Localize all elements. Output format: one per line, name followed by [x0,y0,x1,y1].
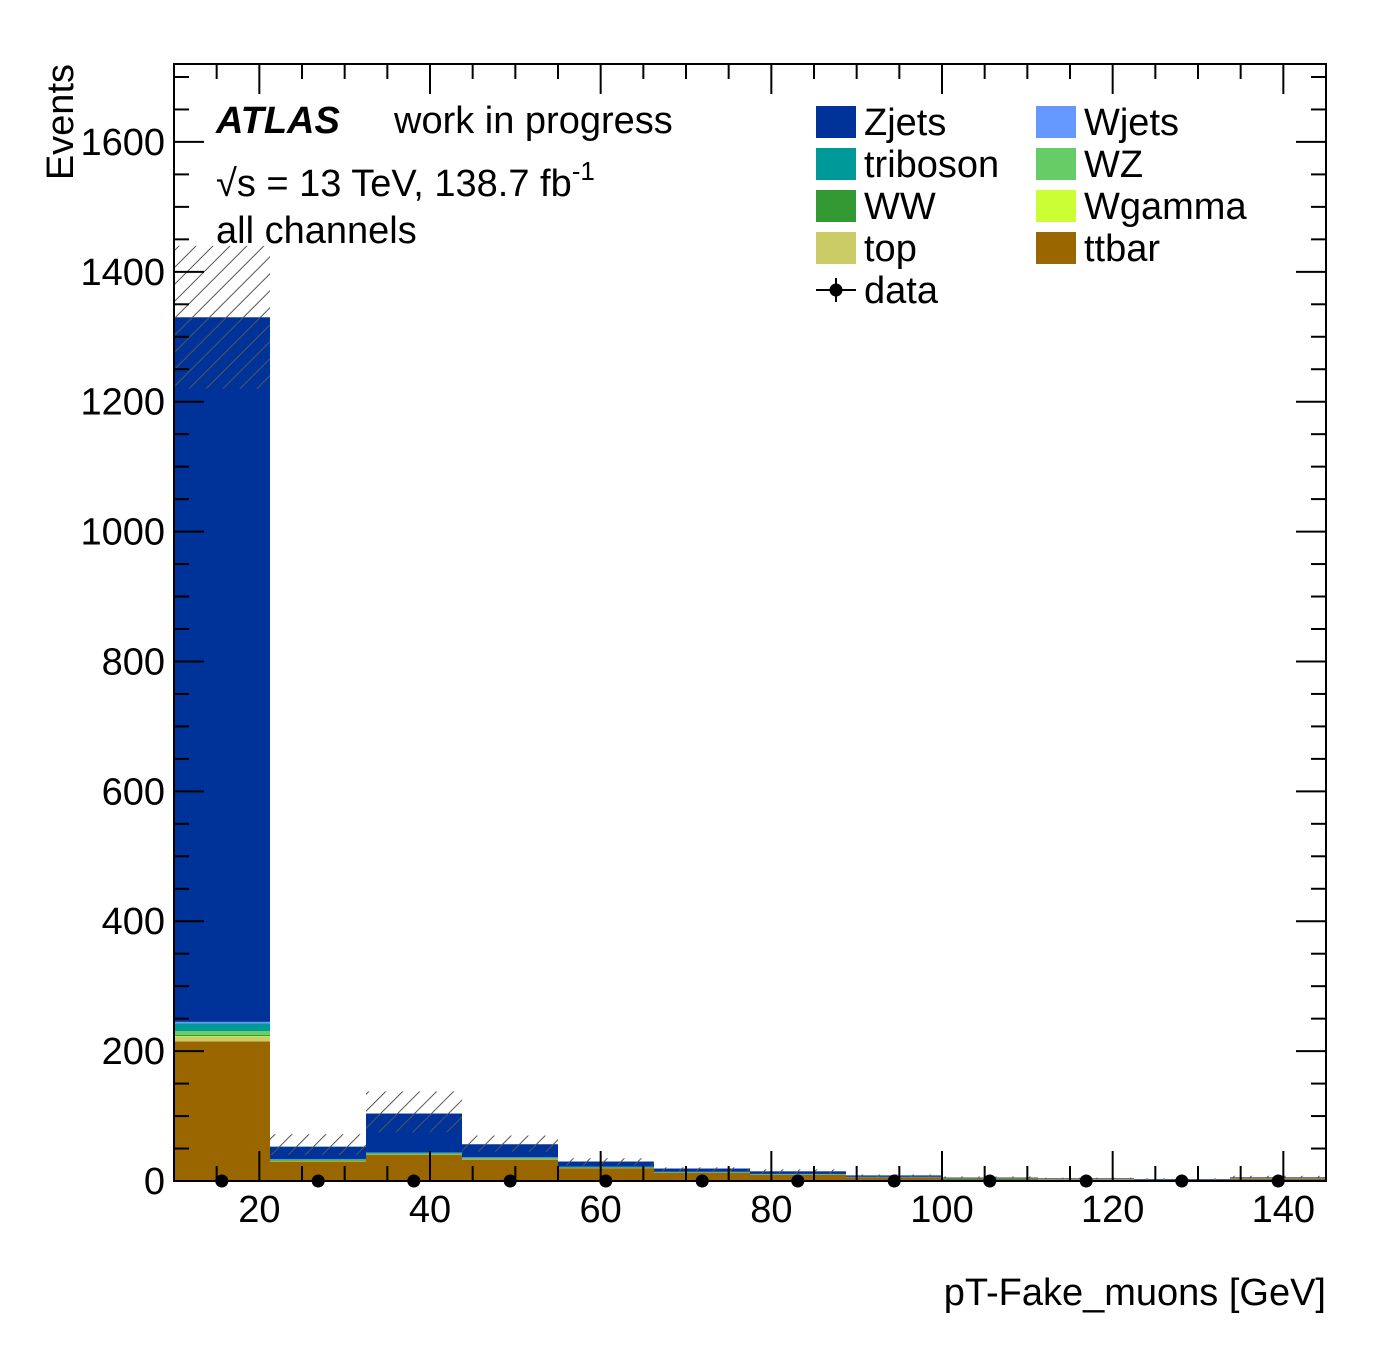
bar-ttbar-bin-1 [270,1161,366,1181]
y-tick-label: 200 [102,1031,165,1073]
legend-swatch [1036,190,1076,222]
bar-wjets-bin-2 [366,1152,462,1153]
legend-label: top [864,228,917,270]
legend-item-triboson: triboson [816,144,999,186]
x-tick-label: 140 [1252,1189,1315,1231]
y-axis-label: Events [40,64,82,180]
bar-ww-bin-0 [174,1034,270,1037]
bar-wjets-bin-5 [654,1171,750,1173]
bar-ww-bin-3 [462,1158,558,1160]
atlas-label: ATLAS [215,100,340,142]
legend-swatch [816,106,856,138]
y-tick-label: 1400 [80,252,165,294]
legend-item-ttbar: ttbar [1036,228,1160,270]
y-tick-label: 1600 [80,122,165,164]
y-tick-label: 0 [144,1161,165,1203]
legend-item-top: top [816,228,917,270]
status-label: work in progress [393,100,673,142]
bar-ttbar-bin-3 [462,1159,558,1181]
bar-wjets-bin-6 [750,1173,846,1175]
legend-marker-dot [829,283,843,297]
bar-top-bin-0 [174,1036,270,1042]
bar-ww-bin-2 [366,1153,462,1155]
bar-wgamma-bin-2 [366,1154,462,1155]
legend-swatch [1036,232,1076,264]
legend-swatch [816,232,856,264]
legend-label: Wjets [1084,102,1179,144]
x-tick-label: 80 [750,1189,792,1231]
legend-swatch [816,148,856,180]
uncertainty-band-bin-0 [174,245,270,389]
legend-item-wjets: Wjets [1036,102,1179,144]
legend-item-wz: WZ [1036,144,1143,186]
bar-wjets-bin-4 [558,1166,654,1168]
bar-wjets-bin-1 [270,1158,366,1160]
legend-item-zjets: Zjets [816,102,946,144]
legend-item-wgamma: Wgamma [1036,186,1247,228]
uncertainty-band-bin-4 [558,1158,654,1166]
energy-label: √s = 13 TeV, 138.7 fb-1 [216,156,595,205]
legend-swatch [1036,106,1076,138]
legend-label: triboson [864,144,999,186]
y-tick-label: 1200 [80,382,165,424]
bar-triboson-bin-1 [270,1159,366,1160]
bar-wjets-bin-0 [174,1021,270,1024]
x-axis-label: pT-Fake_muons [GeV] [944,1272,1326,1314]
bar-ww-bin-4 [558,1167,654,1168]
legend-label: WZ [1084,144,1143,186]
x-tick-label: 20 [238,1189,280,1231]
bar-triboson-bin-0 [174,1023,270,1031]
bar-ttbar-bin-0 [174,1041,270,1181]
bar-wz-bin-1 [270,1159,366,1161]
x-tick-label: 40 [409,1189,451,1231]
bar-wgamma-bin-0 [174,1036,270,1037]
plot-frame [173,63,1327,1182]
y-tick-label: 1000 [80,512,165,554]
y-tick-label: 400 [102,901,165,943]
histogram-bars [174,317,1326,1181]
bar-wz-bin-3 [462,1158,558,1159]
legend-item-ww: WW [816,186,936,228]
bar-wjets-bin-3 [462,1157,558,1158]
channel-label: all channels [216,210,417,252]
bar-ww-bin-1 [270,1160,366,1161]
y-tick-label: 600 [102,771,165,813]
x-tick-label: 100 [910,1189,973,1231]
legend-item-data: data [816,270,939,312]
bar-triboson-bin-3 [462,1157,558,1159]
legend-label: ttbar [1084,228,1160,270]
uncertainty-band-bin-3 [462,1135,558,1152]
x-tick-label: 120 [1081,1189,1144,1231]
legend-swatch [816,190,856,222]
legend-label: Zjets [864,102,946,144]
bar-wz-bin-0 [174,1030,270,1035]
legend-label: Wgamma [1084,186,1247,228]
legend: Zjets Wjets triboson WZ WW Wgamma top ttbar data [816,102,1247,312]
bar-triboson-bin-2 [366,1152,462,1154]
bar-wgamma-bin-1 [270,1160,366,1162]
y-tick-label: 800 [102,641,165,683]
legend-label: WW [864,186,936,228]
legend-swatch [1036,148,1076,180]
bar-wz-bin-2 [366,1153,462,1154]
uncertainty-band [174,245,1326,1180]
uncertainty-band-bin-5 [654,1167,750,1172]
x-tick-label: 60 [580,1189,622,1231]
bar-wz-bin-4 [558,1167,654,1168]
legend-label: data [864,270,939,312]
uncertainty-band-bin-2 [366,1091,462,1133]
uncertainty-band-bin-6 [750,1169,846,1174]
axes: 20 40 60 80 100 120 14002004006008001000120014… [80,64,1327,1231]
uncertainty-band-bin-1 [270,1134,366,1156]
bar-zjets-bin-0 [174,317,270,1022]
